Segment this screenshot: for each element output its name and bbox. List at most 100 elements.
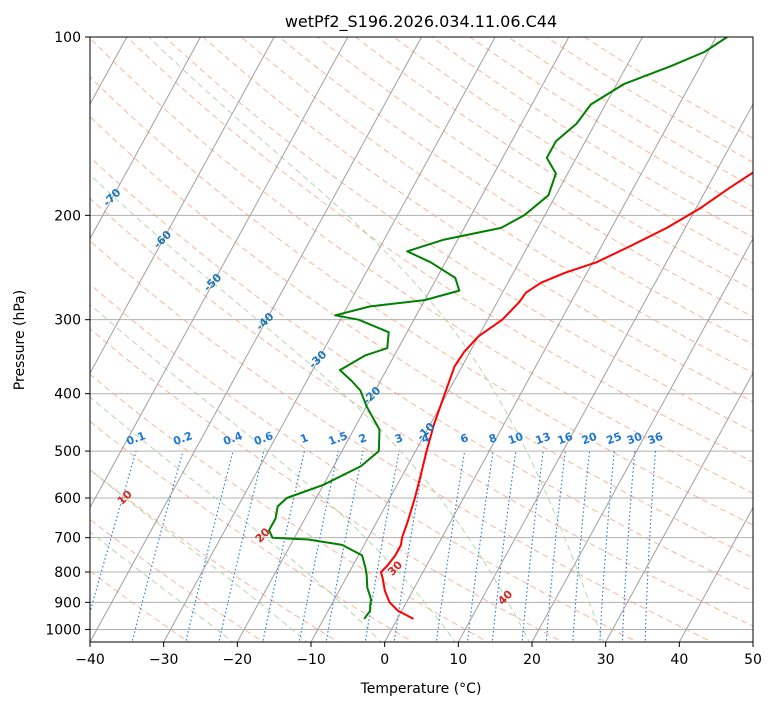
isotherm bbox=[90, 37, 275, 375]
mixing-ratio-line bbox=[599, 451, 615, 642]
background-lines bbox=[90, 37, 753, 642]
mixing-ratio-label: 13 bbox=[534, 430, 553, 447]
dry-adiabat bbox=[90, 37, 753, 494]
isotherm-label: -40 bbox=[253, 310, 276, 333]
dry-adiabat bbox=[431, 37, 753, 238]
isotherm-label: -70 bbox=[100, 186, 123, 209]
isotherm-label: -30 bbox=[306, 348, 329, 371]
x-tick-label: −20 bbox=[223, 652, 253, 668]
isotherm-label: -90 bbox=[5, 92, 28, 115]
mixing-ratio-label: 36 bbox=[646, 430, 665, 448]
y-tick-label: 300 bbox=[54, 313, 81, 329]
adiabat-label: 30 bbox=[385, 558, 405, 578]
dry-adiabat bbox=[90, 373, 489, 642]
mixing-ratio-line bbox=[572, 451, 591, 642]
mixing-ratio-label: 6 bbox=[459, 431, 471, 446]
dry-adiabat bbox=[278, 37, 753, 346]
mixing-ratio-label: 3 bbox=[393, 431, 405, 446]
y-axis-title: Pressure (hPa) bbox=[12, 290, 28, 390]
x-tick-label: 10 bbox=[449, 652, 467, 668]
mixing-ratio-label: 0.2 bbox=[171, 429, 194, 448]
isotherm bbox=[531, 237, 753, 642]
isotherm-label: -80 bbox=[52, 140, 75, 163]
adiabat-label: 10 bbox=[115, 487, 135, 507]
dry-adiabat bbox=[202, 37, 753, 403]
mixing-ratio-label: 8 bbox=[487, 431, 499, 446]
isotherm bbox=[752, 640, 753, 642]
axes: −40 −30 −20 −10 0 10 20 30 40 50 1000 900 800 700 600 5… bbox=[45, 30, 762, 668]
y-tick-label: 800 bbox=[54, 565, 81, 581]
dry-adiabat bbox=[90, 283, 639, 642]
adiabat-label: 0 bbox=[0, 448, 6, 463]
x-tick-label: 20 bbox=[523, 652, 541, 668]
dry-adiabat bbox=[90, 518, 265, 642]
mixing-ratio-line bbox=[545, 451, 566, 642]
isotherm bbox=[90, 37, 349, 509]
mixing-ratio-line bbox=[262, 450, 305, 642]
x-tick-label: 30 bbox=[597, 652, 615, 668]
y-tick-label: 200 bbox=[54, 208, 81, 224]
dry-adiabat bbox=[90, 420, 414, 642]
y-tick-label: 900 bbox=[54, 595, 81, 611]
dry-adiabat bbox=[240, 37, 753, 374]
moist-adiabat bbox=[90, 174, 530, 642]
mixing-ratio-line bbox=[131, 450, 184, 642]
dry-adiabat bbox=[90, 469, 340, 642]
dewpoint-line bbox=[268, 37, 728, 620]
chart-title: wetPf2_S196.2026.034.11.06.C44 bbox=[285, 12, 557, 32]
mixing-ratio-line bbox=[621, 451, 636, 642]
dry-adiabat bbox=[90, 116, 753, 559]
x-tick-label: −30 bbox=[149, 652, 179, 668]
x-tick-label: −10 bbox=[296, 652, 326, 668]
isotherm bbox=[90, 37, 422, 642]
moist-adiabat bbox=[90, 469, 308, 642]
line-labels: -100-90-80-70-60-50-40-30-20-100.10.20.4… bbox=[0, 92, 665, 608]
dry-adiabat bbox=[90, 570, 190, 642]
mixing-ratio-label: 30 bbox=[625, 430, 644, 448]
temperature-line bbox=[380, 171, 753, 620]
mixing-ratio-line bbox=[325, 450, 364, 642]
isotherm-label: -50 bbox=[201, 271, 224, 294]
mixing-ratio-label: 0.4 bbox=[221, 429, 244, 448]
mixing-ratio-label: 10 bbox=[506, 430, 525, 448]
plot-area: -100-90-80-70-60-50-40-30-20-100.10.20.4… bbox=[0, 37, 753, 642]
y-tick-label: 600 bbox=[54, 491, 81, 507]
mixing-ratio-line bbox=[364, 451, 400, 642]
moist-adiabat bbox=[90, 531, 234, 642]
dry-adiabat bbox=[164, 37, 753, 433]
mixing-ratio-line bbox=[521, 451, 544, 642]
moist-adiabat bbox=[90, 396, 382, 642]
isotherm bbox=[457, 103, 753, 642]
dry-adiabat bbox=[317, 37, 753, 318]
y-tick-label: 1000 bbox=[45, 622, 81, 638]
mixing-ratio-label: 0.1 bbox=[125, 429, 148, 448]
mixing-ratio-line bbox=[466, 451, 494, 642]
isotherm bbox=[236, 37, 570, 642]
x-tick-label: 50 bbox=[744, 652, 762, 668]
mixing-ratio-label: 16 bbox=[556, 430, 575, 448]
mixing-ratio-label: 2 bbox=[357, 431, 369, 446]
mixing-ratio-line bbox=[435, 451, 466, 642]
mixing-ratio-line bbox=[218, 450, 265, 642]
isotherm bbox=[605, 372, 753, 642]
mixing-ratio-line bbox=[298, 450, 339, 642]
adiabat-label: 40 bbox=[495, 587, 515, 607]
y-tick-label: 700 bbox=[54, 531, 81, 547]
dry-adiabat bbox=[90, 328, 564, 642]
isotherm bbox=[163, 37, 496, 642]
mixing-ratio-line bbox=[644, 451, 657, 642]
mixing-ratio-line bbox=[185, 450, 234, 642]
isotherm bbox=[678, 506, 753, 642]
isotherm bbox=[384, 37, 717, 642]
mixing-ratio-label: 1 bbox=[298, 431, 310, 446]
profile-lines bbox=[268, 37, 753, 620]
plot-frame bbox=[89, 36, 754, 643]
mixing-ratio-line bbox=[90, 450, 137, 615]
isotherm bbox=[90, 37, 201, 240]
dry-adiabat bbox=[469, 37, 753, 213]
mixing-ratio-label: 1.5 bbox=[327, 429, 350, 448]
x-tick-label: 40 bbox=[670, 652, 688, 668]
dry-adiabat bbox=[126, 37, 753, 463]
y-tick-label: 100 bbox=[54, 30, 81, 46]
